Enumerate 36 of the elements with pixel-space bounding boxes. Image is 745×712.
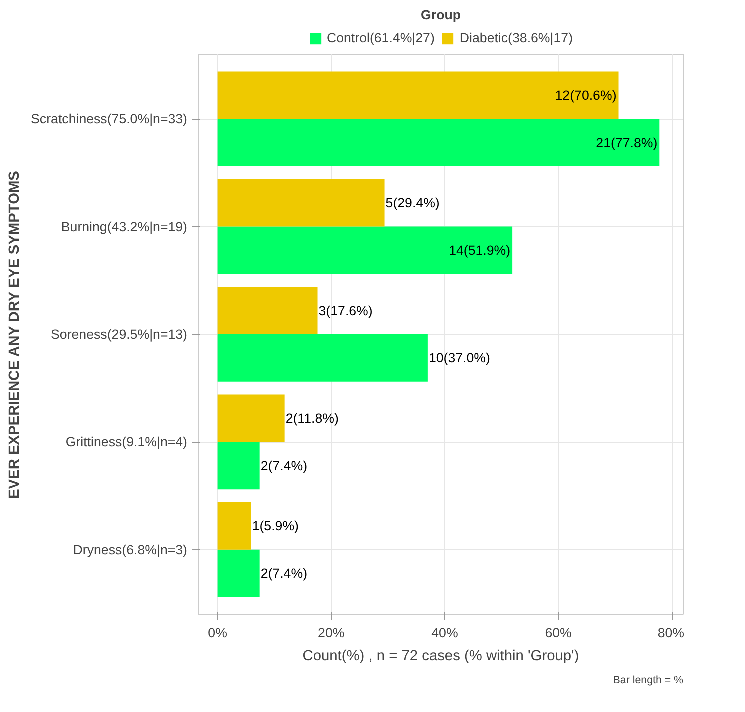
data-label: 10(37.0%) <box>428 350 490 366</box>
y-tick-label: Grittiness(9.1%|n=4) <box>66 434 188 450</box>
legend-label: Diabetic(38.6%|17) <box>460 30 574 46</box>
x-tick-label: 80% <box>658 626 685 640</box>
data-label: 2(7.4%) <box>260 566 308 582</box>
y-tick-label: Soreness(29.5%|n=13) <box>51 327 188 342</box>
bar <box>218 72 619 120</box>
x-tick-label: 0% <box>208 626 228 640</box>
bar <box>218 550 260 598</box>
y-tick-label: Dryness(6.8%|n=3) <box>73 542 188 558</box>
bar <box>218 287 318 334</box>
x-tick-label: 60% <box>545 626 572 640</box>
data-label: 21(77.8%) <box>596 135 658 150</box>
bar <box>218 119 660 166</box>
data-label: 1(5.9%) <box>252 518 299 534</box>
bar <box>218 394 285 442</box>
bar <box>218 334 428 382</box>
x-tick-label: 20% <box>318 626 345 640</box>
data-label: 14(51.9%) <box>449 243 511 258</box>
data-label: 12(70.6%) <box>555 88 617 103</box>
text: Bar length = % <box>613 674 684 686</box>
y-tick-label: Scratchiness(75.0%|n=33) <box>31 112 188 127</box>
y-axis-title: EVER EXPERIENCE ANY DRY EYE SYMPTOMS <box>7 170 24 500</box>
data-label: 3(17.6%) <box>318 303 373 318</box>
bar <box>218 502 252 550</box>
data-label: 2(11.8%) <box>286 411 339 426</box>
bar <box>218 179 385 227</box>
legend-label: Control(61.4%|27) <box>326 30 435 46</box>
legend-title: Group <box>421 8 461 22</box>
data-label: 2(7.4%) <box>260 458 308 474</box>
x-axis-title: Count(%) , n = 72 cases (% within 'Group') <box>302 648 580 664</box>
x-tick-label: 40% <box>432 626 458 640</box>
y-tick-label: Burning(43.2%|n=19) <box>61 219 188 234</box>
bar <box>218 226 513 274</box>
bar <box>218 442 260 490</box>
data-label: 5(29.4%) <box>386 196 440 211</box>
